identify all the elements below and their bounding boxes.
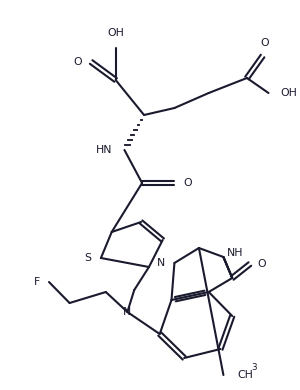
- Text: N: N: [158, 258, 166, 268]
- Text: HN: HN: [96, 145, 113, 155]
- Text: 3: 3: [251, 363, 256, 372]
- Text: F: F: [34, 277, 40, 287]
- Text: OH: OH: [107, 28, 124, 38]
- Text: O: O: [258, 259, 266, 269]
- Text: NH: NH: [227, 248, 243, 257]
- Text: O: O: [74, 57, 82, 67]
- Text: N: N: [123, 307, 131, 317]
- Text: O: O: [183, 178, 192, 188]
- Text: S: S: [84, 253, 91, 263]
- Text: O: O: [260, 38, 269, 48]
- Text: CH: CH: [237, 370, 253, 380]
- Text: OH: OH: [280, 88, 297, 98]
